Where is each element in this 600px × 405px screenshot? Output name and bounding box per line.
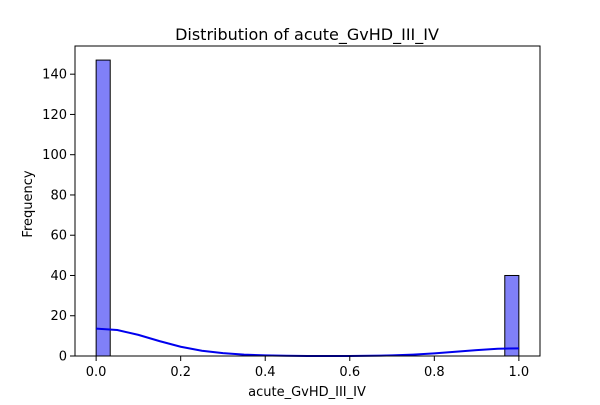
y-axis-label: Frequency xyxy=(21,170,36,237)
x-tick-label: 0.0 xyxy=(86,365,107,380)
histogram-bar xyxy=(95,59,111,357)
axes-layer: 0.0 0.2 0.4 0.6 0.8 1.0 0 20 40 60 80 100 120 140 xyxy=(42,45,541,380)
y-tick-label: 100 xyxy=(42,148,67,163)
plot-frame xyxy=(74,45,541,357)
y-tick-label: 140 xyxy=(42,68,67,83)
x-tick-label: 0.2 xyxy=(170,365,191,380)
histogram-bar xyxy=(504,274,520,357)
y-tick-label: 60 xyxy=(50,229,67,244)
kde-layer xyxy=(96,327,519,357)
kde-curve xyxy=(96,327,519,357)
y-tick-label: 80 xyxy=(50,188,67,203)
bars-layer xyxy=(95,59,520,357)
x-tick-label: 0.6 xyxy=(339,365,360,380)
y-tick-label: 0 xyxy=(59,350,67,365)
y-tick-label: 120 xyxy=(42,108,67,123)
y-tick-label: 20 xyxy=(50,309,67,324)
x-tick-label: 0.8 xyxy=(424,365,445,380)
x-tick-label: 0.4 xyxy=(255,365,276,380)
y-tick-label: 40 xyxy=(50,269,67,284)
chart-title: Distribution of acute_GvHD_III_IV xyxy=(175,25,439,45)
x-tick-label: 1.0 xyxy=(509,365,530,380)
x-axis-label: acute_GvHD_III_IV xyxy=(248,385,366,400)
